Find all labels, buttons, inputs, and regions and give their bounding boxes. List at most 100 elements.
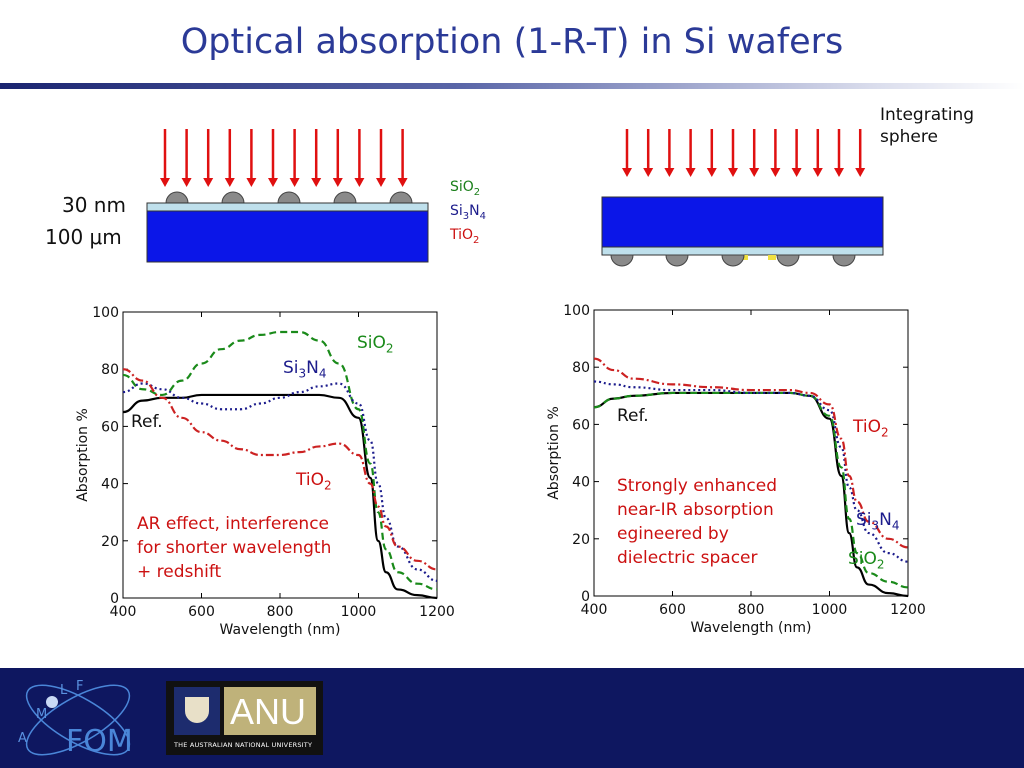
left-absorption-chart: 400 600 800 1000 1200 0 20 40 60 80 100 Wavelength … [75,305,455,638]
nanoparticle [165,191,189,204]
series-line-tio2 [593,357,909,549]
y-tick-label: 20 [101,534,119,550]
left-sio2-label: SiO2 [357,333,394,356]
legend-tio2: TiO2 [450,226,480,246]
left-annotation: AR effect, interference for shorter wave… [137,514,332,582]
x-tick-label: 600 [659,602,686,618]
nanoparticle [610,254,634,267]
y-axis-label: Absorption % [546,406,562,500]
arrowhead-icon [622,168,632,177]
logo-letter: A [18,731,27,746]
x-tick-label: 400 [581,602,608,618]
x-axis-label: Wavelength (nm) [220,622,341,638]
left-si3n4-label: Si3N4 [283,358,327,381]
arrowhead-icon [812,168,823,177]
y-axis-label: Absorption % [75,408,91,502]
nanoparticle [776,254,800,267]
x-tick-label: 1200 [419,604,455,620]
y-tick-label: 40 [572,475,590,491]
right-ref-label: Ref. [617,406,649,426]
nanoparticles [165,191,413,204]
arrowhead-icon [728,168,738,177]
x-axis-label: Wavelength (nm) [691,620,812,636]
spacer-mark [768,255,776,260]
arrowhead-icon [685,168,696,177]
nanoparticle [333,191,357,204]
y-tick-label: 60 [572,417,590,433]
anu-wordmark-box: ANU [224,687,316,735]
si-wafer [601,196,884,248]
right-si3n4-label: Si3N4 [856,510,900,533]
plot-frame [122,311,438,599]
dielectric-legend: SiO2 Si3N4 TiO2 [450,178,486,249]
arrowhead-icon [770,168,781,177]
anu-subtitle: THE AUSTRALIAN NATIONAL UNIVERSITY [174,741,313,749]
right-absorption-chart: 400 600 800 1000 1200 0 20 40 60 80 100 Wavelength … [546,303,926,636]
dielectric-layer [146,202,429,212]
arrowhead-icon [749,168,760,177]
arrowhead-icon [354,178,365,187]
series-line-sio2 [593,391,909,589]
incident-light-arrows [622,129,866,177]
fom-wordmark: FOM [66,724,133,759]
nanoparticle [221,191,245,204]
right-sio2-label: SiO2 [848,549,885,572]
wafer-thickness-label: 100 μm [45,225,122,249]
arrowhead-icon [664,168,675,177]
arrowhead-icon [289,178,300,187]
title-rule [0,83,1024,89]
legend-sio2: SiO2 [450,179,481,198]
anu-wordmark: ANU [230,691,307,732]
arrowhead-icon [376,178,386,187]
layer-thickness-label: 30 nm [62,193,126,217]
nanoparticle [389,191,413,204]
arrowhead-icon [224,178,235,187]
y-tick-label: 0 [581,589,590,605]
dielectric-layer [601,246,884,256]
arrowhead-icon [311,178,322,187]
nanoparticle [277,191,301,204]
x-tick-label: 1200 [890,602,926,618]
x-tick-label: 1000 [341,604,377,620]
y-tick-label: 20 [572,532,590,548]
left-structure-diagram [146,129,429,263]
right-annotation: Strongly enhanced near-IR absorption egi… [617,476,778,568]
arrowhead-icon [268,178,278,187]
y-tick-label: 80 [101,362,119,378]
nanoparticle [665,254,689,267]
arrowhead-icon [855,168,866,177]
arrowhead-icon [643,168,654,177]
y-tick-label: 80 [572,360,590,376]
x-tick-label: 800 [267,604,294,620]
si-wafer [146,210,429,263]
nanoparticle [721,254,745,267]
left-tio2-label: TiO2 [296,470,332,493]
amolf-fom-logo: A M L F FOM [18,679,133,759]
y-tick-label: 100 [92,305,119,321]
legend-si3n4: Si3N4 [450,202,487,222]
nanoparticle [832,254,856,267]
right-tio2-label: TiO2 [853,417,889,440]
logo-letter: L [60,683,68,698]
x-tick-label: 800 [738,602,765,618]
logo-letter: F [76,679,83,694]
anu-crest [174,687,220,735]
y-tick-label: 0 [110,591,119,607]
logo-letter: M [36,707,47,722]
y-tick-label: 100 [563,303,590,319]
series-line-sio2 [122,330,438,591]
footer-bar: A M L F FOM ANU THE AUSTRALIAN NATIONAL … [0,668,1024,768]
left-ref-label: Ref. [131,412,163,432]
slide-title: Optical absorption (1-R-T) in Si wafers [180,22,844,62]
arrowhead-icon [397,178,408,187]
arrowhead-icon [332,178,343,187]
nanoparticles [610,254,856,267]
x-tick-label: 400 [110,604,137,620]
shield-icon [185,697,209,723]
arrowhead-icon [160,178,170,187]
right-structure-diagram [601,129,884,267]
x-tick-label: 1000 [812,602,848,618]
x-tick-label: 600 [188,604,215,620]
arrowhead-icon [791,168,802,177]
integrating-sphere-label: Integrating sphere [880,105,975,147]
